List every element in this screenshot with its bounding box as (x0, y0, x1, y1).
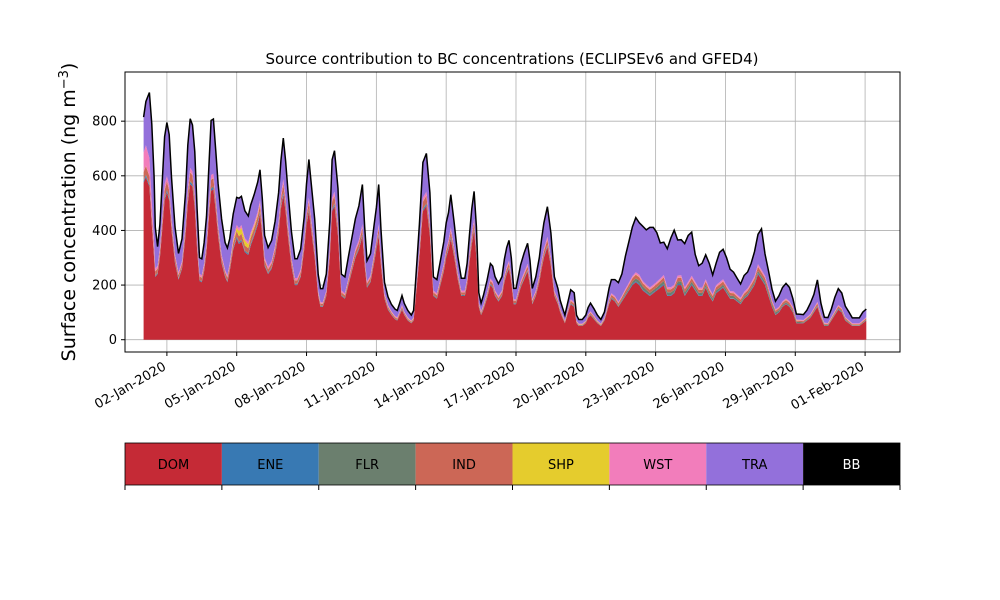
plot-frame (124, 71, 901, 353)
legend-swatch-wst (609, 443, 707, 485)
y-tick-label: 400 (92, 224, 117, 239)
total-outline (142, 92, 867, 321)
x-tick-label: 11-Jan-2020 (302, 359, 379, 412)
y-axis-label-close: ) (58, 63, 80, 70)
y-axis-label-exponent: −3 (57, 70, 72, 89)
y-axis: 0 200 400 600 800 (92, 115, 125, 348)
stacked-areas (143, 92, 867, 340)
legend: DOM ENE FLR IND SHP WST TRA BB (124, 442, 901, 490)
legend-label-bb: BB (843, 458, 861, 473)
legend-label-dom: DOM (158, 458, 189, 473)
y-tick-label: 200 (92, 279, 117, 294)
legend-label-wst: WST (643, 458, 672, 473)
x-tick-label: 17-Jan-2020 (441, 359, 518, 412)
y-tick-label: 800 (92, 115, 117, 130)
legend-swatch-ind (415, 443, 513, 485)
area-dom (143, 177, 867, 340)
x-tick-label: 05-Jan-2020 (162, 359, 239, 412)
x-tick-label: 02-Jan-2020 (92, 359, 169, 412)
legend-swatch-flr (318, 443, 416, 485)
legend-label-shp: SHP (548, 458, 574, 473)
legend-swatch-tra (706, 443, 804, 485)
total-line (142, 92, 867, 321)
y-axis-label-main: Surface concentration (ng m (58, 89, 80, 361)
legend-label-ene: ENE (257, 458, 283, 473)
x-tick-label: 08-Jan-2020 (232, 359, 309, 412)
legend-label-flr: FLR (355, 458, 379, 473)
legend-label-tra: TRA (741, 458, 767, 473)
x-tick-label: 01-Feb-2020 (789, 359, 868, 413)
x-tick-label: 14-Jan-2020 (372, 359, 449, 412)
x-tick-label: 26-Jan-2020 (651, 359, 728, 412)
x-axis: 02-Jan-202005-Jan-202008-Jan-202011-Jan-… (92, 352, 867, 413)
y-tick-label: 0 (109, 333, 117, 348)
legend-swatch-ene (221, 443, 319, 485)
x-tick-label: 20-Jan-2020 (511, 359, 588, 412)
legend-swatch-dom (125, 443, 222, 485)
y-axis-label: Surface concentration (ng m−3) (57, 63, 80, 362)
chart-title: Source contribution to BC concentrations… (265, 50, 758, 68)
x-tick-label: 29-Jan-2020 (721, 359, 798, 412)
legend-swatch-shp (512, 443, 610, 485)
legend-label-ind: IND (452, 458, 476, 473)
x-tick-label: 23-Jan-2020 (581, 359, 658, 412)
area-tra (143, 92, 867, 324)
y-tick-label: 600 (92, 169, 117, 184)
legend-swatch-bb (803, 443, 900, 485)
